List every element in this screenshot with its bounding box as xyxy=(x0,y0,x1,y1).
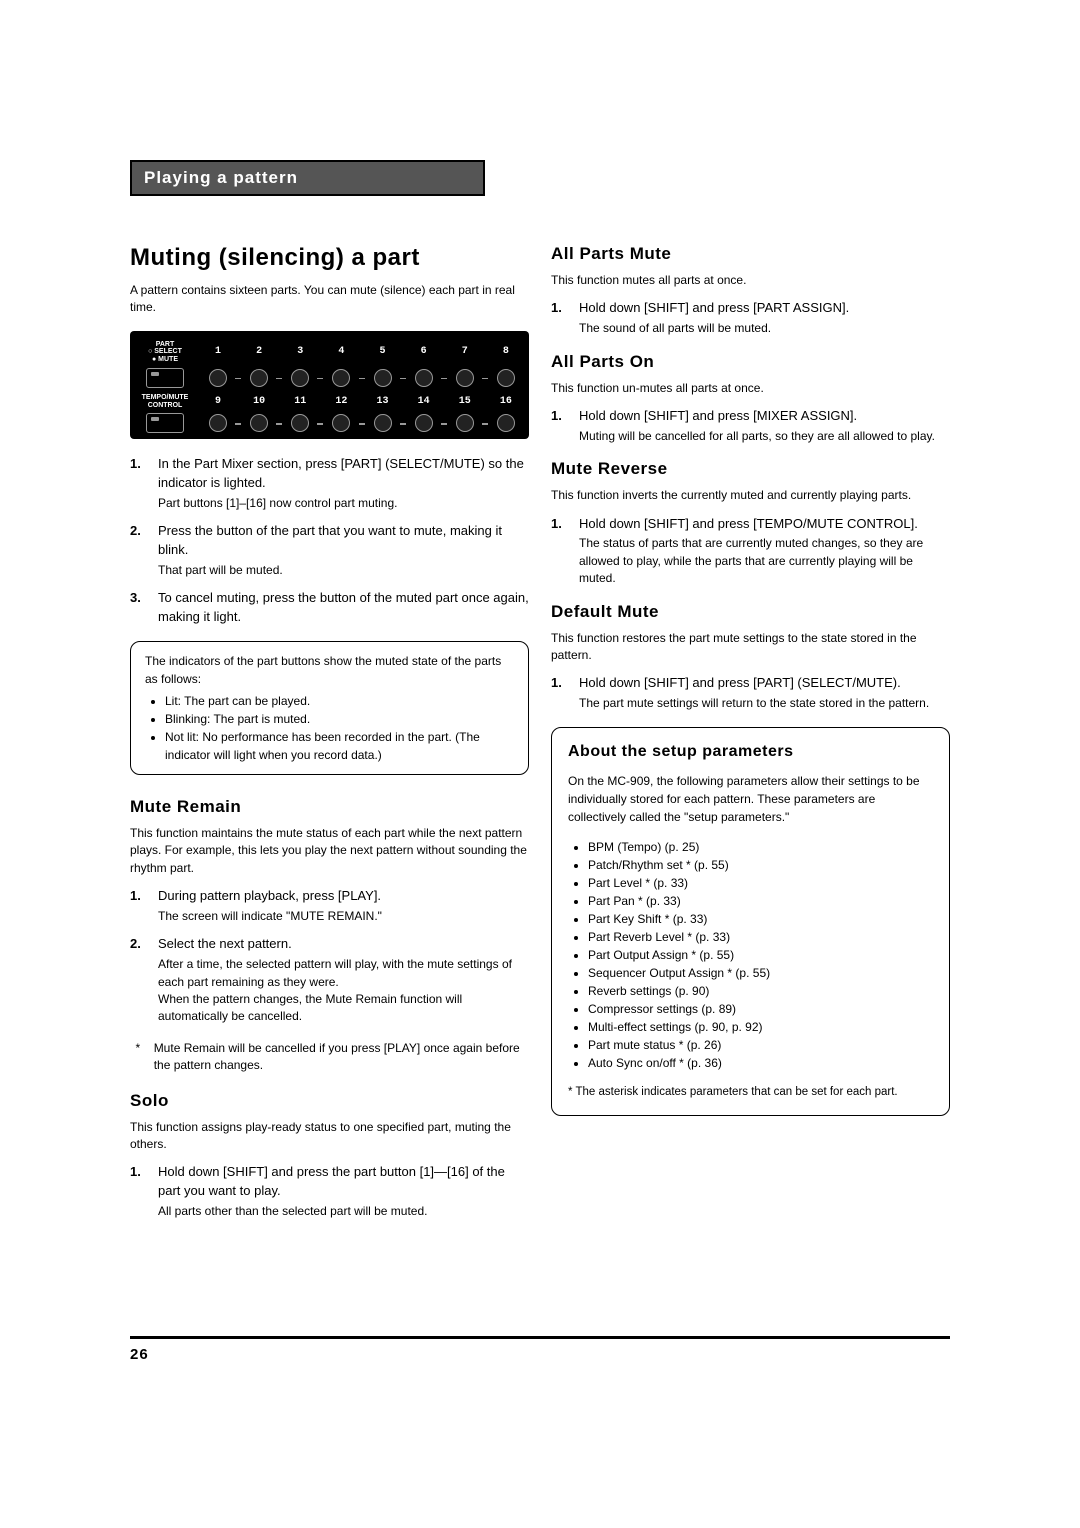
heading-mute-reverse: Mute Reverse xyxy=(551,459,950,479)
mute-remain-footnote: *Mute Remain will be cancelled if you pr… xyxy=(130,1040,529,1075)
muting-steps: 1.In the Part Mixer section, press [PART… xyxy=(130,455,529,627)
part-button-icon xyxy=(209,369,227,387)
part-button-icon xyxy=(415,414,433,432)
left-column: Muting (silencing) a part A pattern cont… xyxy=(130,244,529,1235)
diagram-label-top: PART ○ SELECT ● MUTE xyxy=(134,339,196,364)
part-button-icon xyxy=(456,414,474,432)
intro-text: A pattern contains sixteen parts. You ca… xyxy=(130,282,529,317)
setup-parameters-box: About the setup parameters On the MC-909… xyxy=(551,727,950,1116)
setup-params-list: BPM (Tempo) (p. 25) Patch/Rhythm set * (… xyxy=(568,838,933,1072)
heading-mute-remain: Mute Remain xyxy=(130,797,529,817)
part-button-icon xyxy=(291,414,309,432)
setup-params-footnote: * The asterisk indicates parameters that… xyxy=(568,1084,933,1101)
tempo-mute-button-icon xyxy=(146,413,184,433)
section-tab: Playing a pattern xyxy=(130,160,485,196)
part-button-icon xyxy=(456,369,474,387)
part-button-icon xyxy=(374,369,392,387)
part-button-icon xyxy=(250,369,268,387)
heading-solo: Solo xyxy=(130,1091,529,1111)
diagram-label-bottom: TEMPO/MUTE CONTROL xyxy=(134,394,196,409)
part-button-icon xyxy=(415,369,433,387)
heading-muting: Muting (silencing) a part xyxy=(130,244,529,272)
part-select-button-icon xyxy=(146,368,184,388)
part-button-icon xyxy=(250,414,268,432)
heading-default-mute: Default Mute xyxy=(551,602,950,622)
footer-rule xyxy=(130,1336,950,1339)
part-button-icon xyxy=(291,369,309,387)
page-number: 26 xyxy=(130,1346,149,1363)
part-buttons-diagram: PART ○ SELECT ● MUTE 1 2 3 4 5 6 7 8 xyxy=(130,331,529,439)
heading-all-parts-mute: All Parts Mute xyxy=(551,244,950,264)
heading-all-parts-on: All Parts On xyxy=(551,352,950,372)
part-button-icon xyxy=(374,414,392,432)
right-column: All Parts Mute This function mutes all p… xyxy=(551,244,950,1235)
part-button-icon xyxy=(332,369,350,387)
part-button-icon xyxy=(497,414,515,432)
part-button-icon xyxy=(497,369,515,387)
section-tab-text: Playing a pattern xyxy=(144,168,298,187)
part-button-icon xyxy=(332,414,350,432)
indicator-note-box: The indicators of the part buttons show … xyxy=(130,641,529,775)
part-button-icon xyxy=(209,414,227,432)
heading-setup-params: About the setup parameters xyxy=(568,740,933,764)
